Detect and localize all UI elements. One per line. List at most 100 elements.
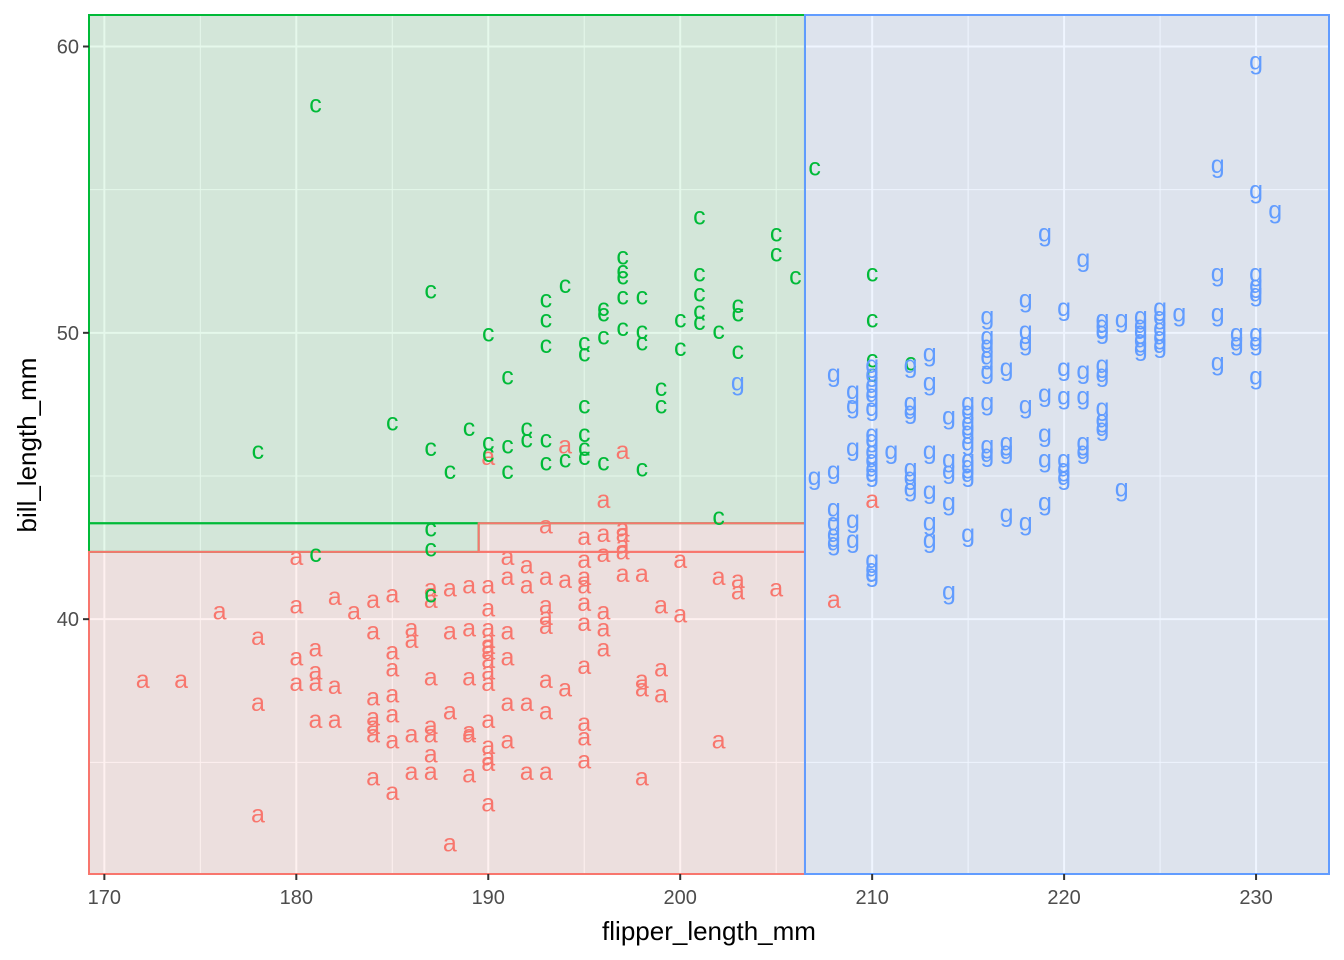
point-g: g: [980, 331, 994, 359]
point-g: g: [904, 397, 918, 425]
point-c: c: [252, 437, 265, 465]
point-c: c: [559, 446, 572, 474]
point-g: g: [1000, 437, 1014, 465]
point-g: g: [904, 388, 918, 416]
point-g: g: [942, 577, 956, 605]
point-g: g: [1211, 151, 1225, 179]
point-g: g: [865, 420, 879, 448]
point-g: g: [1057, 354, 1071, 382]
point-a: a: [481, 632, 495, 660]
point-c: c: [616, 242, 629, 270]
point-g: g: [923, 340, 937, 368]
point-c: c: [636, 454, 649, 482]
point-a: a: [424, 575, 438, 603]
point-a: a: [539, 758, 553, 786]
point-a: a: [405, 626, 419, 654]
point-a: a: [577, 589, 591, 617]
point-a: a: [481, 732, 495, 760]
point-g: g: [846, 391, 860, 419]
point-a: a: [520, 689, 534, 717]
point-a: a: [731, 577, 745, 605]
point-g: g: [1096, 360, 1110, 388]
point-g: g: [1019, 328, 1033, 356]
point-g: g: [827, 520, 841, 548]
point-a: a: [635, 666, 649, 694]
point-g: g: [1153, 331, 1167, 359]
x-tick-label: 190: [472, 887, 505, 909]
point-a: a: [462, 761, 476, 789]
point-a: a: [481, 669, 495, 697]
point-a: a: [443, 829, 457, 857]
point-a: a: [558, 431, 572, 459]
point-g: g: [961, 417, 975, 445]
point-a: a: [500, 726, 514, 754]
point-c: c: [386, 408, 399, 436]
point-g: g: [942, 457, 956, 485]
point-c: c: [597, 323, 610, 351]
point-a: a: [500, 643, 514, 671]
point-g: g: [1153, 314, 1167, 342]
point-g: g: [1019, 391, 1033, 419]
point-c: c: [616, 257, 629, 285]
point-a: a: [577, 652, 591, 680]
y-tick-label: 40: [57, 609, 79, 631]
point-a: a: [462, 718, 476, 746]
point-g: g: [827, 360, 841, 388]
point-g: g: [1115, 474, 1129, 502]
point-g: g: [1076, 245, 1090, 273]
point-a: a: [596, 486, 610, 514]
point-a: a: [616, 532, 630, 560]
point-a: a: [577, 723, 591, 751]
y-axis: 40 50 60: [57, 36, 89, 631]
point-a: a: [366, 721, 380, 749]
point-a: a: [443, 575, 457, 603]
region-a: [88, 550, 806, 875]
point-a: a: [731, 566, 745, 594]
point-g: g: [904, 351, 918, 379]
point-a: a: [424, 758, 438, 786]
point-a: a: [577, 563, 591, 591]
point-a: a: [673, 600, 687, 628]
point-c: c: [732, 291, 745, 319]
point-a: a: [616, 514, 630, 542]
point-g: g: [961, 520, 975, 548]
point-g: g: [731, 368, 745, 396]
point-c: c: [424, 277, 437, 305]
point-c: c: [866, 260, 879, 288]
point-g: g: [1057, 446, 1071, 474]
point-g: g: [1211, 260, 1225, 288]
point-g: g: [1134, 311, 1148, 339]
point-g: g: [980, 431, 994, 459]
point-a: a: [654, 592, 668, 620]
point-g: g: [1096, 406, 1110, 434]
point-g: g: [865, 380, 879, 408]
point-c: c: [770, 240, 783, 268]
point-c: c: [636, 317, 649, 345]
point-a: a: [577, 746, 591, 774]
grid-major: [89, 15, 1329, 874]
point-g: g: [1057, 383, 1071, 411]
y-tick-label: 60: [57, 36, 79, 58]
point-g: g: [923, 477, 937, 505]
point-g: g: [980, 357, 994, 385]
point-g: g: [980, 303, 994, 331]
point-g: g: [865, 546, 879, 574]
point-a: a: [424, 712, 438, 740]
point-c: c: [424, 534, 437, 562]
point-c: c: [616, 262, 629, 290]
point-a: a: [462, 721, 476, 749]
point-g: g: [865, 360, 879, 388]
point-g: g: [865, 446, 879, 474]
point-a: a: [289, 669, 303, 697]
point-g: g: [1038, 380, 1052, 408]
point-a: a: [616, 520, 630, 548]
point-g: g: [1000, 429, 1014, 457]
point-g: g: [1076, 383, 1090, 411]
point-a: a: [520, 758, 534, 786]
point-a: a: [251, 623, 265, 651]
decision-regions: [88, 14, 1330, 875]
point-a: a: [635, 560, 649, 588]
point-g: g: [961, 460, 975, 488]
point-g: g: [961, 388, 975, 416]
point-a: a: [443, 698, 457, 726]
